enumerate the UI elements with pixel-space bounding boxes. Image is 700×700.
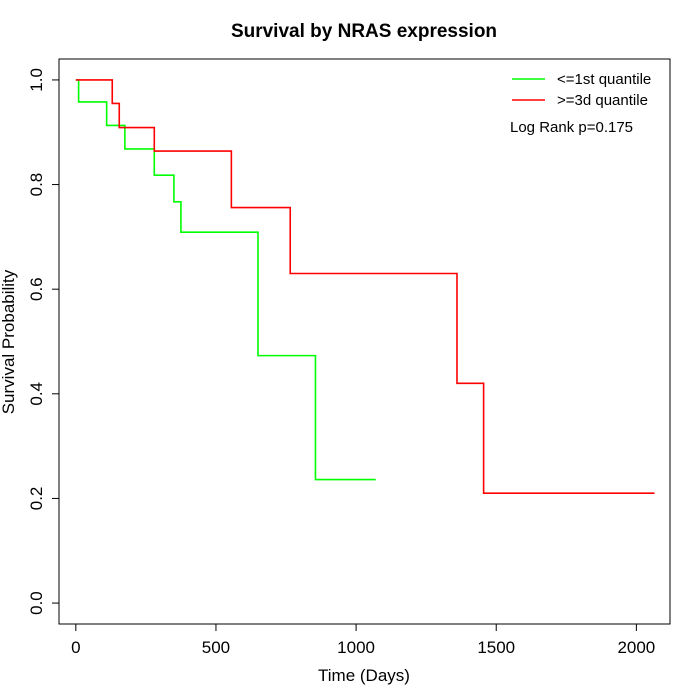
legend-label-0: <=1st quantile bbox=[557, 71, 651, 88]
x-tick-label: 1000 bbox=[337, 638, 375, 657]
x-tick-label: 2000 bbox=[617, 638, 655, 657]
chart-title: Survival by NRAS expression bbox=[231, 21, 497, 42]
y-tick-label: 0.0 bbox=[27, 591, 46, 615]
legend-label-1: >=3d quantile bbox=[557, 92, 648, 109]
x-axis-label: Time (Days) bbox=[318, 666, 410, 685]
series-layer bbox=[75, 79, 655, 495]
y-tick-label: 0.6 bbox=[27, 277, 46, 301]
y-tick-label: 0.4 bbox=[27, 382, 46, 406]
series-line-0 bbox=[75, 79, 376, 481]
x-tick-label: 1500 bbox=[477, 638, 515, 657]
x-tick-label: 500 bbox=[202, 638, 230, 657]
legend: <=1st quantile >=3d quantile bbox=[512, 71, 651, 109]
plot-frame bbox=[58, 58, 671, 625]
x-tick-label: 0 bbox=[71, 638, 80, 657]
y-tick-label: 1.0 bbox=[27, 68, 46, 92]
log-rank-annotation: Log Rank p=0.175 bbox=[510, 119, 633, 136]
y-tick-label: 0.8 bbox=[27, 173, 46, 197]
y-axis: 0.0 0.2 0.4 0.6 0.8 1.0 bbox=[27, 68, 60, 615]
y-axis-label: Survival Probability bbox=[0, 269, 18, 414]
y-tick-label: 0.2 bbox=[27, 487, 46, 511]
x-axis: 0 500 1000 1500 2000 bbox=[71, 623, 655, 657]
series-line-1 bbox=[75, 79, 655, 495]
